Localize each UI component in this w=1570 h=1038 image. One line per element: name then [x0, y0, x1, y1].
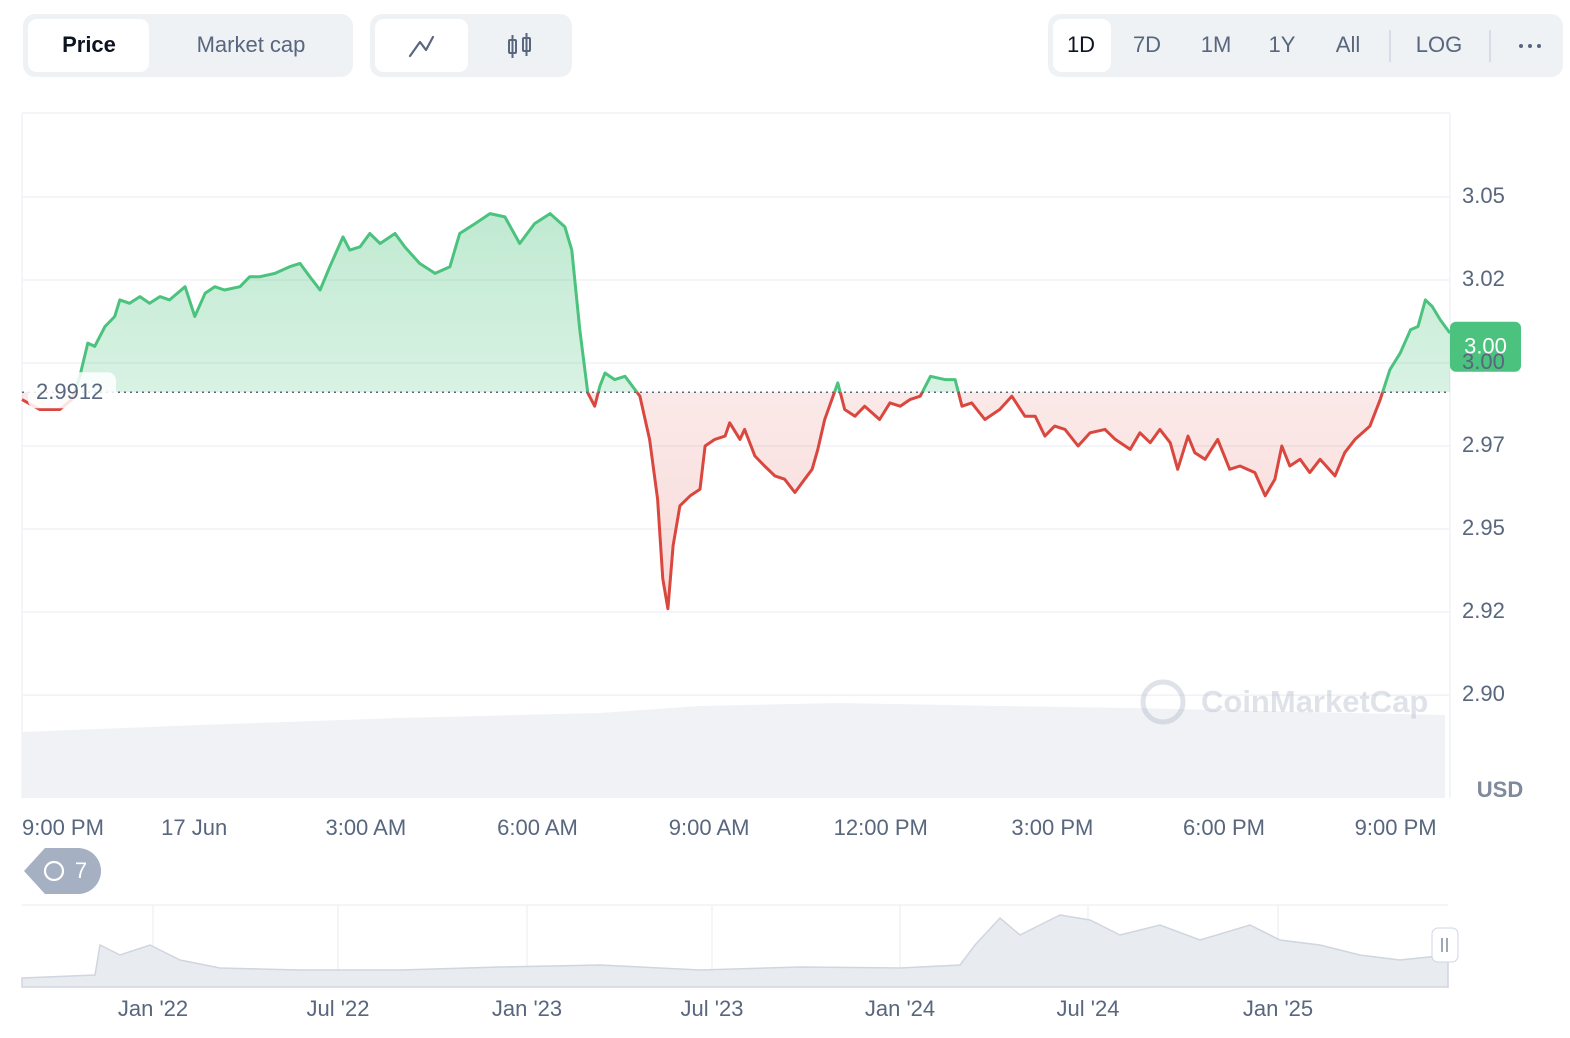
tab-price[interactable]: Price — [62, 32, 116, 57]
currency-label: USD — [1477, 777, 1523, 802]
navigator-area — [21, 914, 1449, 988]
candle-icon[interactable] — [508, 33, 531, 58]
range-group — [1048, 14, 1563, 77]
navigator-tick-label: Jan '22 — [118, 996, 188, 1021]
y-tick-label: 3.05 — [1462, 183, 1505, 208]
line-icon — [408, 35, 435, 58]
price-badge-label: 3.00 — [1464, 334, 1507, 359]
x-tick-label: 12:00 PM — [834, 815, 928, 840]
y-tick-label: 3.02 — [1462, 266, 1505, 291]
x-tick-label: 3:00 AM — [325, 815, 406, 840]
y-tick-label: 2.92 — [1462, 598, 1505, 623]
navigator-handle[interactable] — [1431, 927, 1459, 963]
volume-shade — [22, 703, 1445, 798]
x-tick-label: 9:00 PM — [22, 815, 104, 840]
price-line-down — [21, 392, 1385, 611]
history-count: 7 — [75, 858, 87, 883]
watermark: CoinMarketCap — [1140, 679, 1428, 725]
reference-label-box — [28, 372, 116, 409]
tab-active[interactable] — [28, 19, 149, 72]
area-up — [22, 213, 1450, 393]
tab-market-cap[interactable]: Market cap — [197, 32, 306, 57]
range-button[interactable]: 7D — [1133, 32, 1161, 57]
y-tick-label: 2.90 — [1462, 681, 1505, 706]
navigator-tick-label: Jan '24 — [865, 996, 935, 1021]
navigator-tick-label: Jul '22 — [307, 996, 370, 1021]
navigator-tick-label: Jan '23 — [492, 996, 562, 1021]
price-badge — [1450, 321, 1521, 372]
history-icon — [43, 860, 65, 882]
more-button[interactable] — [1519, 44, 1541, 48]
x-tick-label: 9:00 AM — [669, 815, 750, 840]
watermark-text: CoinMarketCap — [1201, 684, 1428, 719]
y-tick-label: 3.00 — [1462, 349, 1505, 374]
range-button[interactable]: 1M — [1201, 32, 1232, 57]
x-tick-label: 3:00 PM — [1011, 815, 1093, 840]
y-tick-label: 2.97 — [1462, 432, 1505, 457]
price-line-up — [72, 212, 1452, 393]
y-tick-label: 2.95 — [1462, 515, 1505, 540]
range-active[interactable] — [1053, 19, 1111, 72]
navigator-tick-label: Jul '23 — [681, 996, 744, 1021]
range-button[interactable]: All — [1336, 32, 1360, 57]
x-tick-label: 6:00 AM — [497, 815, 578, 840]
navigator-tick-label: Jan '25 — [1243, 996, 1313, 1021]
area-down — [22, 392, 1383, 609]
x-tick-label: 6:00 PM — [1183, 815, 1265, 840]
plot: 2.9912 3.00 — [21, 212, 1521, 611]
range-button[interactable]: 1Y — [1269, 32, 1296, 57]
navigator-tick-label: Jul '24 — [1057, 996, 1120, 1021]
x-tick-label: 17 Jun — [161, 815, 227, 840]
log-button[interactable]: LOG — [1416, 32, 1462, 57]
range-button[interactable]: 1D — [1067, 32, 1095, 57]
x-tick-label: 9:00 PM — [1355, 815, 1437, 840]
reference-label: 2.9912 — [36, 379, 103, 404]
